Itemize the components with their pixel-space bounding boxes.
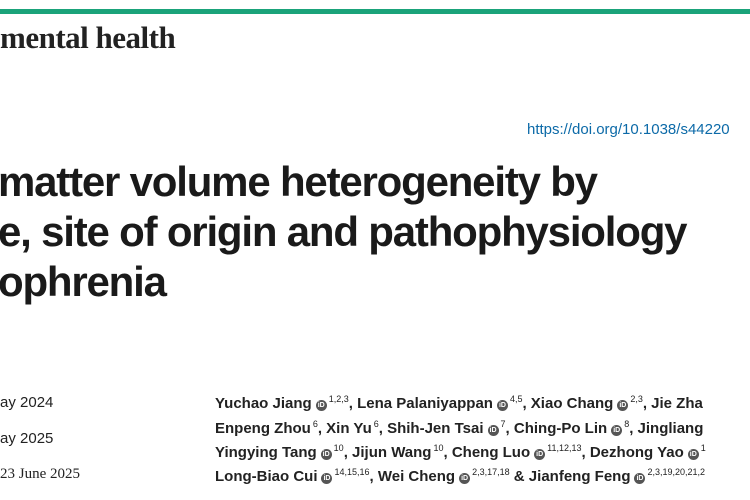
header-rule: [0, 9, 750, 14]
orcid-icon[interactable]: iD: [487, 425, 499, 436]
author-line: Yuchao Jiang iD1,2,3, Lena Palaniyappan iD…: [215, 394, 703, 412]
affiliation: 8: [624, 419, 630, 429]
affiliation: 11,12,13: [547, 443, 582, 453]
author-name[interactable]: , Lena Palaniyappan: [348, 395, 493, 412]
orcid-icon[interactable]: iD: [611, 425, 623, 436]
author-name[interactable]: , Xin Yu: [317, 420, 372, 437]
orcid-icon[interactable]: iD: [315, 400, 327, 411]
affiliation: 1: [700, 443, 706, 453]
affiliation: 6: [312, 419, 318, 429]
affiliation: 10: [433, 443, 444, 453]
affiliation: 6: [373, 419, 379, 429]
author-name[interactable]: Yuchao Jiang: [215, 395, 312, 412]
date: ay 2025: [0, 430, 54, 447]
author-line: Long-Biao Cui iD14,15,16, Wei Cheng iD2,3,…: [215, 467, 705, 485]
author-name[interactable]: , Wei Cheng: [369, 468, 456, 485]
orcid-icon[interactable]: iD: [687, 449, 699, 460]
journal-name: mental health: [0, 20, 176, 55]
affiliation: 4,5: [509, 394, 523, 404]
orcid-icon[interactable]: iD: [459, 473, 471, 484]
affiliation: 2,3,19,20,21,2: [647, 467, 706, 477]
title-line: ophrenia: [0, 258, 167, 305]
date: 23 June 2025: [0, 466, 80, 482]
author-line: Yingying Tang iD10, Jijun Wang 10, Cheng L…: [215, 443, 706, 461]
title-line: e, site of origin and pathophysiology: [0, 208, 688, 255]
author-name[interactable]: , Cheng Luo: [443, 444, 531, 461]
title-line: matter volume heterogeneity by: [0, 158, 598, 205]
author-name[interactable]: , Jijun Wang: [343, 444, 432, 461]
orcid-icon[interactable]: iD: [617, 400, 629, 411]
author-name[interactable]: , Xiao Chang: [522, 395, 614, 412]
orcid-icon[interactable]: iD: [321, 473, 333, 484]
affiliation: 2,3,17,18: [472, 467, 510, 477]
orcid-icon[interactable]: iD: [534, 449, 546, 460]
affiliation: 10: [333, 443, 344, 453]
author-name[interactable]: , Jie Zha: [642, 395, 703, 412]
affiliation: 7: [500, 419, 506, 429]
author-name[interactable]: , Shih-Jen Tsai: [378, 420, 484, 437]
date: ay 2024: [0, 394, 54, 411]
author-name[interactable]: , Jingliang: [629, 420, 704, 437]
affiliation: 14,15,16: [334, 467, 370, 477]
author-line: Enpeng Zhou 6, Xin Yu 6, Shih-Jen Tsai iD7,…: [215, 419, 703, 437]
doi-link[interactable]: https://doi.org/10.1038/s44220: [527, 121, 730, 138]
author-name[interactable]: & Jianfeng Feng: [509, 468, 631, 485]
affiliation: 1,2,3: [328, 394, 349, 404]
author-name[interactable]: Long-Biao Cui: [215, 468, 318, 485]
author-name[interactable]: , Ching-Po Lin: [505, 420, 608, 437]
author-name[interactable]: Yingying Tang: [215, 444, 317, 461]
orcid-icon[interactable]: iD: [320, 449, 332, 460]
author-name[interactable]: , Dezhong Yao: [581, 444, 684, 461]
orcid-icon[interactable]: iD: [634, 473, 646, 484]
orcid-icon[interactable]: iD: [496, 400, 508, 411]
affiliation: 2,3: [630, 394, 643, 404]
author-name[interactable]: Enpeng Zhou: [215, 420, 311, 437]
